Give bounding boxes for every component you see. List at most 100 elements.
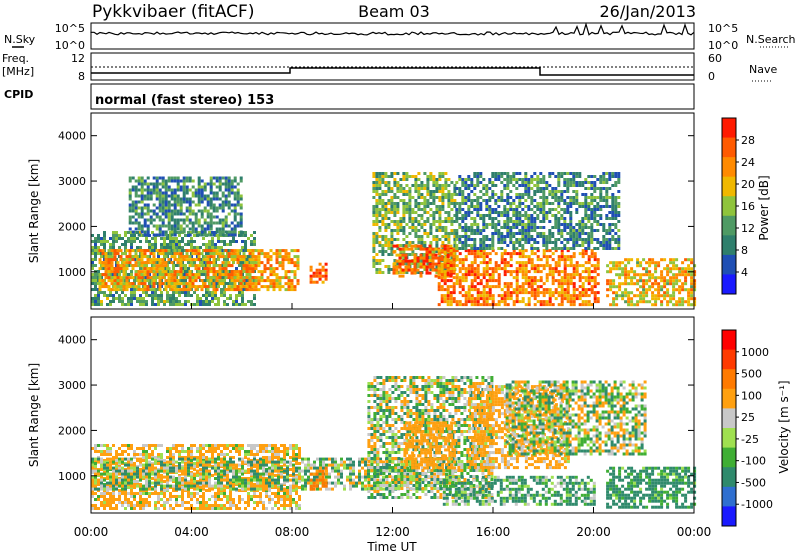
heat-cell (578, 220, 582, 223)
heat-cell (257, 261, 261, 265)
heat-cell (464, 232, 468, 235)
heat-cell (230, 221, 234, 225)
heat-cell (545, 249, 549, 253)
heat-cell (639, 291, 643, 295)
heat-cell (393, 202, 397, 205)
heat-cell (284, 270, 288, 274)
heat-cell (203, 209, 207, 213)
heat-cell (563, 181, 567, 184)
heat-cell (458, 223, 462, 226)
heat-cell (230, 191, 234, 195)
heat-cell (164, 203, 168, 207)
heat-cell (131, 209, 135, 213)
colorbar-swatch (722, 235, 736, 256)
heat-cell (515, 196, 519, 199)
heat-cell (581, 205, 585, 208)
heat-cell (533, 193, 537, 196)
heat-cell (91, 303, 94, 306)
heat-cell (133, 297, 136, 300)
heat-cell (315, 280, 319, 284)
heat-cell (266, 285, 270, 289)
heat-cell (212, 215, 216, 219)
heat-cell (233, 218, 237, 222)
heat-cell (464, 255, 468, 259)
heat-cell (103, 294, 106, 297)
heat-cell (179, 197, 183, 201)
heat-cell (443, 252, 447, 256)
heat-cell (251, 288, 255, 292)
heat-cell (593, 196, 597, 199)
heat-cell (414, 181, 418, 184)
heat-cell (94, 237, 97, 240)
heat-cell (423, 229, 427, 232)
heat-cell (426, 187, 430, 190)
heat-cell (651, 303, 655, 307)
heat-cell (324, 262, 328, 266)
heat-cell (563, 294, 567, 298)
heat-cell (263, 279, 267, 283)
heat-cell (199, 303, 202, 306)
heat-cell (657, 291, 661, 295)
heat-cell (215, 221, 219, 225)
heat-cell (602, 205, 606, 208)
heat-cell (149, 188, 153, 192)
heat-cell (476, 273, 480, 277)
heat-cell (450, 256, 454, 259)
heat-cell (188, 233, 192, 237)
heat-cell (464, 297, 468, 301)
heat-cell (527, 214, 531, 217)
heat-cell (575, 235, 579, 238)
heat-cell (112, 492, 115, 495)
colorbar-tick-label: 8 (741, 244, 748, 257)
heat-cell (115, 465, 118, 468)
heat-cell (176, 258, 180, 262)
heat-cell (491, 196, 495, 199)
heat-cell (693, 303, 697, 307)
heat-cell (681, 300, 685, 304)
heat-cell (584, 205, 588, 208)
heat-cell (609, 303, 613, 307)
heat-cell (651, 282, 655, 286)
heat-cell (209, 267, 213, 271)
heat-cell (158, 230, 162, 234)
heat-cell (160, 294, 163, 297)
heat-cell (146, 255, 150, 259)
heat-cell (161, 264, 165, 268)
heat-cell (411, 250, 415, 253)
heat-cell (590, 181, 594, 184)
heat-cell (444, 184, 448, 187)
heat-cell (133, 288, 136, 291)
heat-cell (396, 238, 400, 241)
heat-cell (599, 241, 603, 244)
heat-cell (272, 282, 276, 286)
heat-cell (152, 273, 156, 277)
heat-cell (660, 270, 664, 274)
heat-cell (542, 211, 546, 214)
heat-cell (97, 291, 100, 294)
heat-cell (506, 217, 510, 220)
heat-cell (209, 285, 213, 289)
heat-cell (611, 193, 615, 196)
heat-cell (127, 300, 130, 303)
heat-cell (250, 240, 253, 243)
heat-cell (199, 297, 202, 300)
heat-cell (542, 217, 546, 220)
heat-cell (179, 264, 183, 268)
heat-cell (608, 247, 612, 250)
heat-cell (130, 303, 133, 306)
heat-cell (602, 241, 606, 244)
heat-cell (164, 230, 168, 234)
heat-cell (398, 256, 402, 260)
heat-cell (167, 179, 171, 183)
heat-cell (221, 261, 225, 265)
heat-cell (431, 259, 435, 263)
heat-cell (521, 229, 525, 232)
heat-cell (91, 507, 94, 510)
heat-cell (209, 200, 213, 204)
heat-cell (521, 223, 525, 226)
heat-cell (91, 252, 94, 255)
heat-cell (438, 205, 442, 208)
heat-cell (548, 303, 552, 307)
heat-cell (179, 206, 183, 210)
heat-cell (500, 199, 504, 202)
